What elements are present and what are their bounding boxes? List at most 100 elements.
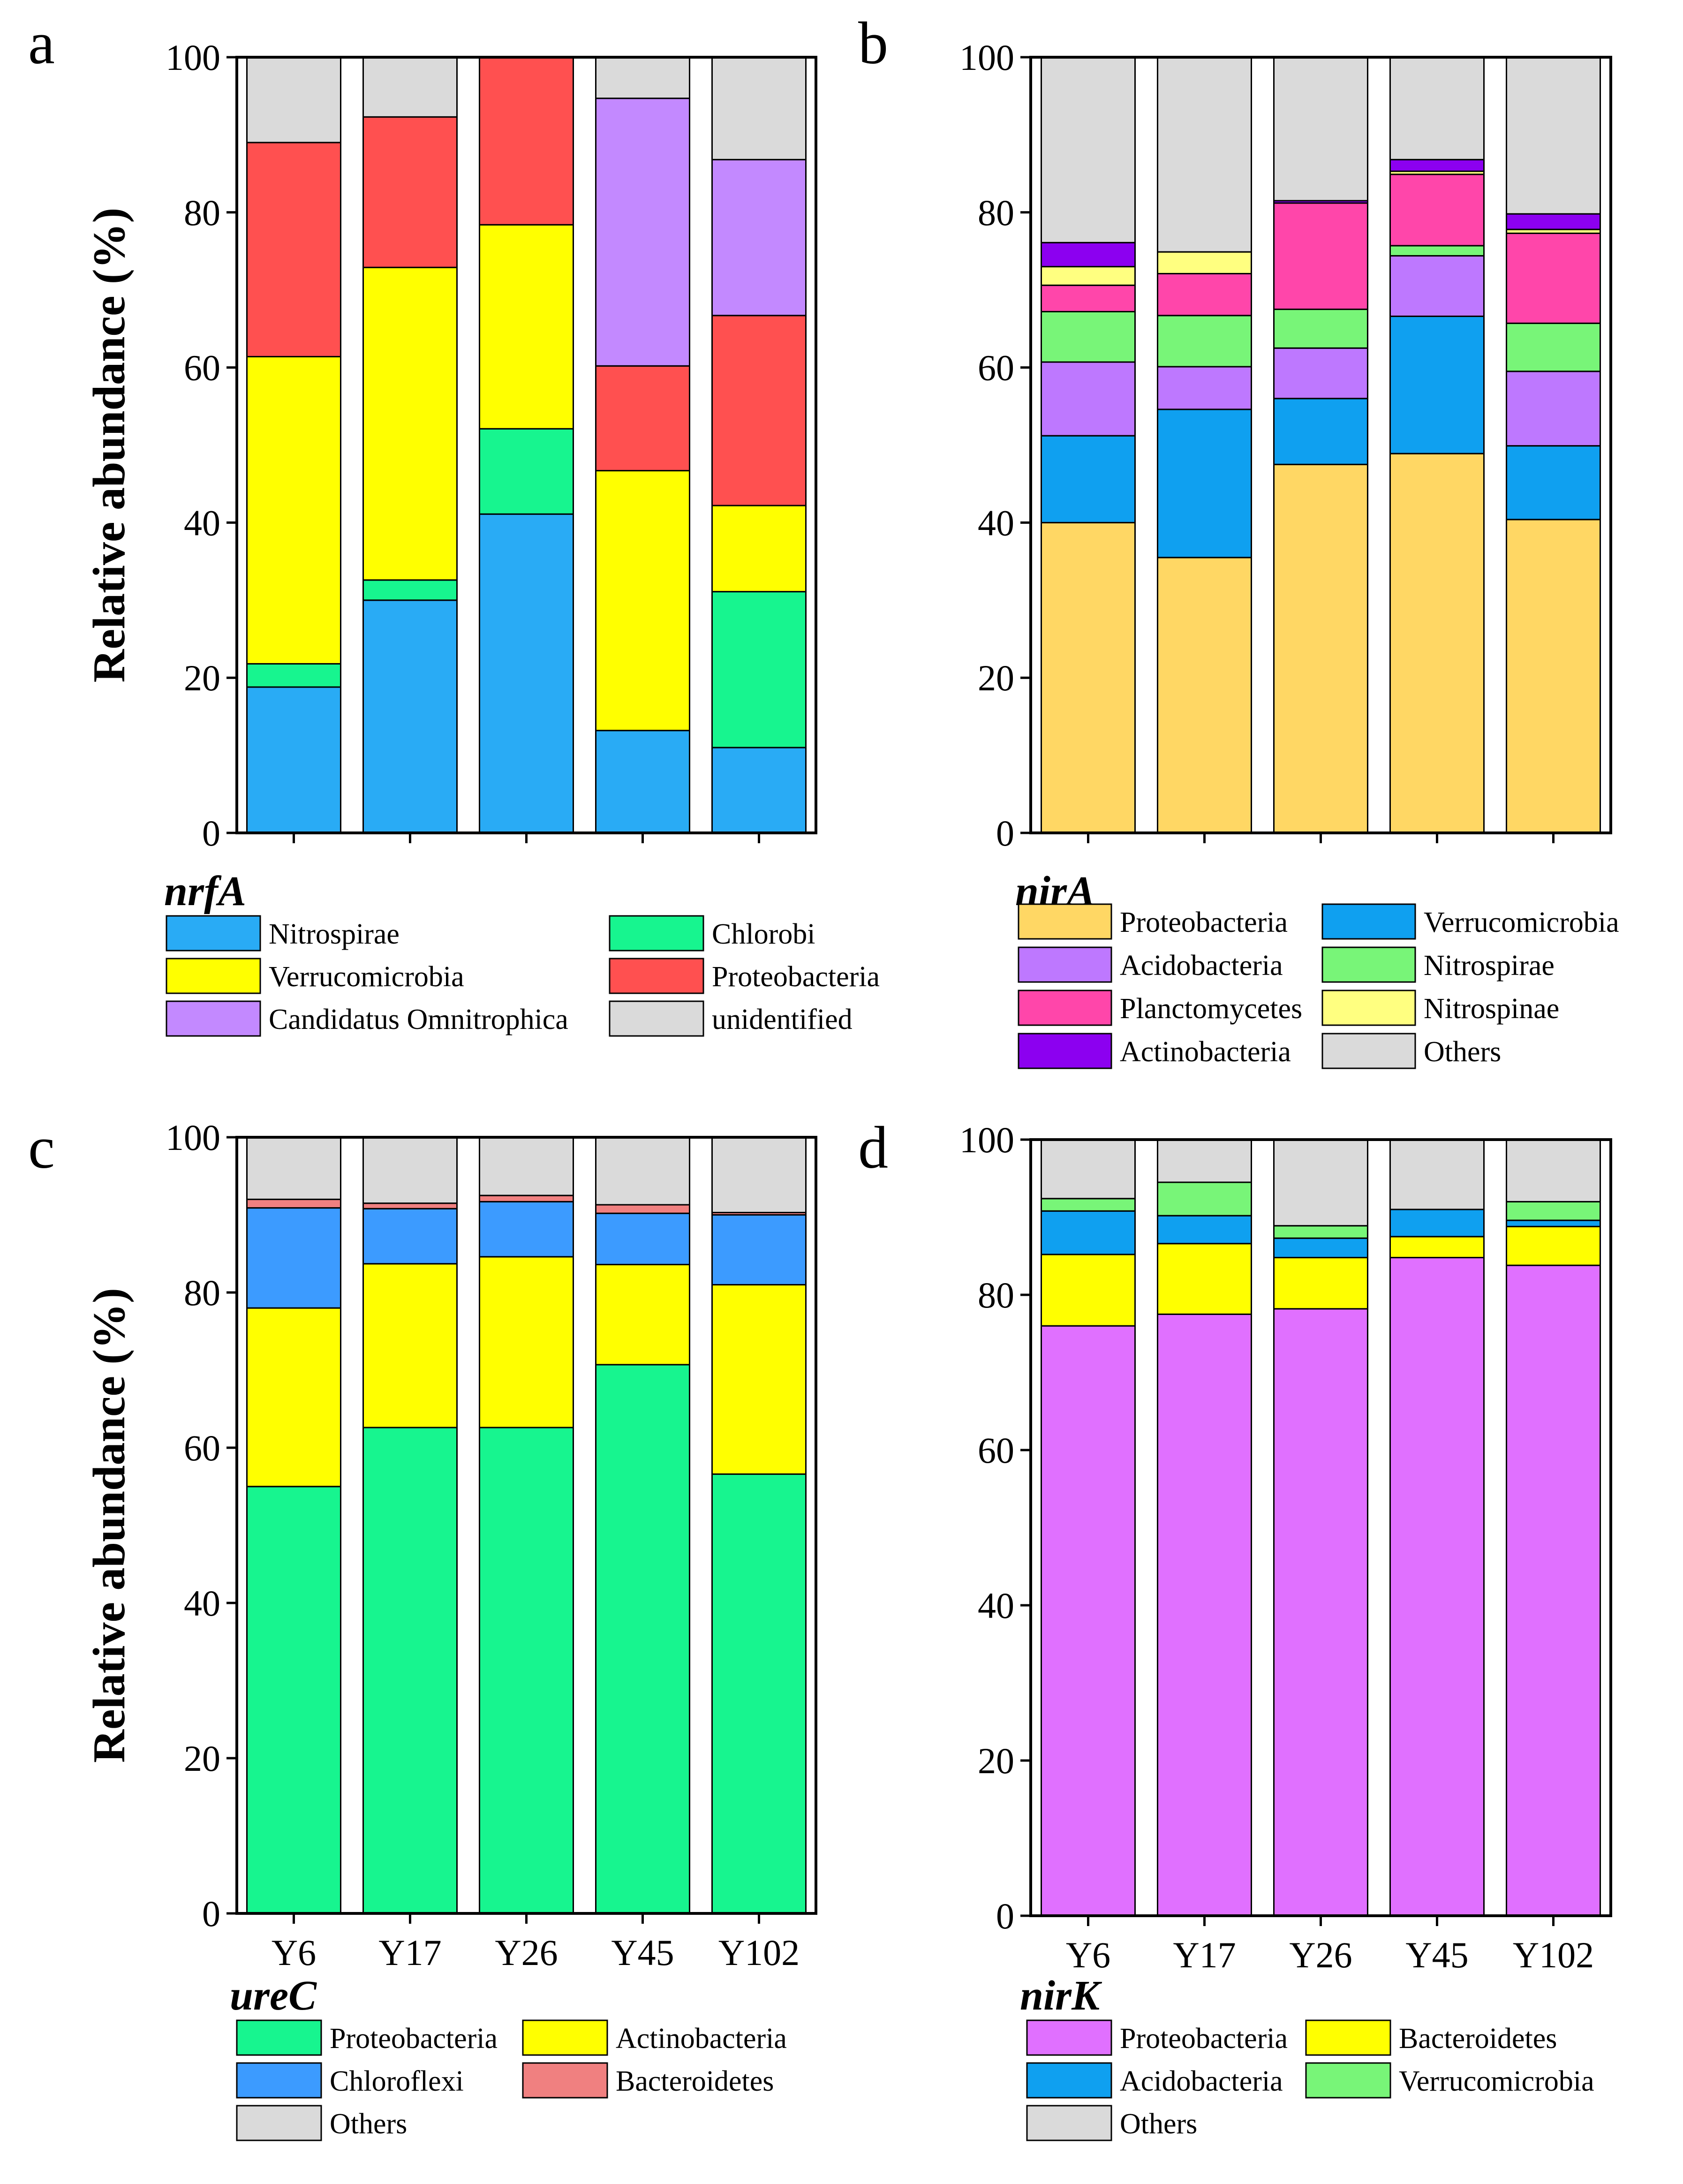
legend-label-d-verrucomicrobia: Verrucomicrobia [1399, 2065, 1594, 2097]
legend-label-d-bacteroidetes: Bacteroidetes [1399, 2023, 1557, 2055]
bar-segment-a-Y102-nitrospirae [711, 747, 807, 834]
bar-segment-c-Y45-actinobacteria [595, 1263, 690, 1366]
bar-segment-b-Y17-acidobacteria [1157, 366, 1252, 410]
bar-segment-c-Y17-others [362, 1136, 458, 1204]
bar-segment-c-Y6-actinobacteria [246, 1307, 341, 1488]
bar-segment-c-Y17-chloroflexi [362, 1208, 458, 1265]
bar-segment-b-Y45-nitrospirae [1389, 245, 1485, 257]
bar-segment-b-Y6-proteobacteria [1041, 521, 1136, 834]
legend-swatch-b-others [1321, 1033, 1416, 1069]
legend-label-a-verrucomicrobia: Verrucomicrobia [269, 961, 464, 993]
y-tick-label-d-40: 40 [978, 1585, 1014, 1626]
legend-label-b-others: Others [1424, 1036, 1501, 1068]
bar-segment-a-Y6-verrucomicrobia [246, 355, 341, 665]
bar-segment-b-Y6-acidobacteria [1041, 361, 1136, 437]
bar-segment-c-Y102-proteobacteria [711, 1473, 807, 1914]
y-tick-label-c-40: 40 [184, 1583, 220, 1624]
y-axis-label-a: Relative abundance (%) [84, 208, 135, 683]
bars-d [1041, 1139, 1601, 1917]
x-tick-label-c-Y17: Y17 [378, 1932, 441, 1973]
panel-letter-b: b [858, 10, 888, 76]
legend-swatch-b-acidobacteria [1018, 946, 1112, 983]
legend-swatch-d-verrucomicrobia [1305, 2062, 1391, 2099]
bar-segment-c-Y6-others [246, 1136, 341, 1200]
x-tick-label-c-Y102: Y102 [718, 1932, 800, 1973]
y-tick-label-d-0: 0 [996, 1896, 1014, 1936]
bar-segment-c-Y45-others [595, 1136, 690, 1206]
bar-segment-a-Y17-chlorobi [362, 579, 458, 601]
legend-label-d-acidobacteria: Acidobacteria [1120, 2065, 1283, 2097]
bar-segment-b-Y102-acidobacteria [1506, 370, 1601, 447]
y-ticks-c: 0 20 40 60 80 100 [166, 1117, 237, 1934]
bar-segment-c-Y26-actinobacteria [479, 1256, 574, 1428]
bar-segment-c-Y17-bacteroidetes [362, 1202, 458, 1209]
bar-segment-d-Y102-acidobacteria [1506, 1219, 1601, 1227]
bar-segment-b-Y17-planctomycetes [1157, 272, 1252, 317]
bar-segment-a-Y45-nitrospirae [595, 730, 690, 834]
legend-label-b-actinobacteria: Actinobacteria [1120, 1036, 1291, 1068]
gene-label-a: nrfA [164, 868, 246, 914]
legend-label-a-candidatus-omnitrophica: Candidatus Omnitrophica [269, 1004, 568, 1035]
bar-segment-a-Y17-unidentified [362, 56, 458, 118]
bar-segment-a-Y6-proteobacteria [246, 142, 341, 357]
bar-segment-d-Y17-proteobacteria [1157, 1313, 1252, 1917]
plot-frame-d [1029, 1138, 1612, 1917]
y-tick-label-c-60: 60 [184, 1428, 220, 1468]
x-tick-label-d-Y6: Y6 [1066, 1935, 1110, 1975]
bar-segment-b-Y17-proteobacteria [1157, 557, 1252, 834]
bar-segment-a-Y17-proteobacteria [362, 116, 458, 268]
bar-segment-c-Y26-chloroflexi [479, 1201, 574, 1258]
plot-frame-c [235, 1136, 817, 1915]
bar-segment-d-Y102-proteobacteria [1506, 1264, 1601, 1917]
bar-segment-a-Y26-verrucomicrobia [479, 224, 574, 430]
bar-segment-c-Y45-proteobacteria [595, 1364, 690, 1914]
y-tick-label-b-0: 0 [996, 813, 1014, 854]
y-tick-label-a-80: 80 [184, 192, 220, 233]
y-tick-label-d-100: 100 [959, 1119, 1014, 1160]
bar-segment-a-Y102-chlorobi [711, 591, 807, 748]
bar-segment-b-Y26-nitrospirae [1273, 309, 1368, 349]
y-tick-label-a-60: 60 [184, 348, 220, 388]
y-ticks-b: 0 20 40 60 80 100 [959, 37, 1031, 854]
y-axis-label-c: Relative abundance (%) [84, 1288, 135, 1763]
bar-segment-b-Y26-acidobacteria [1273, 347, 1368, 400]
bar-segment-a-Y6-unidentified [246, 56, 341, 144]
legend-swatch-a-verrucomicrobia [166, 958, 261, 994]
bar-segment-a-Y45-verrucomicrobia [595, 470, 690, 732]
legend-label-d-others: Others [1120, 2108, 1197, 2140]
legend-swatch-c-proteobacteria [236, 2019, 322, 2056]
bar-segment-c-Y6-chloroflexi [246, 1207, 341, 1309]
bar-segment-d-Y6-acidobacteria [1041, 1210, 1136, 1255]
bar-segment-d-Y6-verrucomicrobia [1041, 1198, 1136, 1212]
bar-segment-b-Y6-actinobacteria [1041, 242, 1136, 268]
bar-segment-a-Y26-nitrospirae [479, 513, 574, 834]
bars-a [246, 56, 807, 834]
panel-letter-c: c [28, 1114, 55, 1181]
legend-swatch-b-planctomycetes [1018, 990, 1112, 1026]
bar-segment-d-Y17-verrucomicrobia [1157, 1181, 1252, 1217]
bar-segment-a-Y102-candidatus-omnitrophica [711, 159, 807, 317]
bar-segment-d-Y45-others [1389, 1139, 1485, 1210]
x-ticks-c: Y6 Y17 Y26 Y45 Y102 [272, 1913, 800, 1973]
bar-segment-b-Y17-verrucomicrobia [1157, 408, 1252, 559]
legend-label-a-proteobacteria: Proteobacteria [712, 961, 880, 993]
panel-a-nrfA: a 0 20 40 60 80 100 Relative abundance (%) nr… [28, 10, 880, 1037]
y-tick-label-a-0: 0 [202, 813, 220, 854]
legend-label-c-chloroflexi: Chloroflexi [330, 2065, 464, 2097]
y-tick-label-b-80: 80 [978, 192, 1014, 233]
bar-segment-d-Y26-bacteroidetes [1273, 1257, 1368, 1310]
bar-segment-d-Y45-acidobacteria [1389, 1209, 1485, 1238]
bar-segment-a-Y45-proteobacteria [595, 365, 690, 472]
bar-segment-a-Y17-verrucomicrobia [362, 266, 458, 581]
bar-segment-b-Y26-planctomycetes [1273, 202, 1368, 310]
y-tick-label-a-100: 100 [166, 37, 220, 78]
legend-swatch-a-chlorobi [609, 915, 704, 952]
x-tick-label-d-Y102: Y102 [1513, 1935, 1594, 1975]
legend-swatch-c-chloroflexi [236, 2062, 322, 2099]
plot-frame-b [1029, 56, 1612, 834]
bar-segment-c-Y45-chloroflexi [595, 1212, 690, 1265]
legend-b: Proteobacteria Verrucomicrobia Acidobacter… [1018, 903, 1619, 1069]
bar-segment-a-Y17-nitrospirae [362, 599, 458, 834]
